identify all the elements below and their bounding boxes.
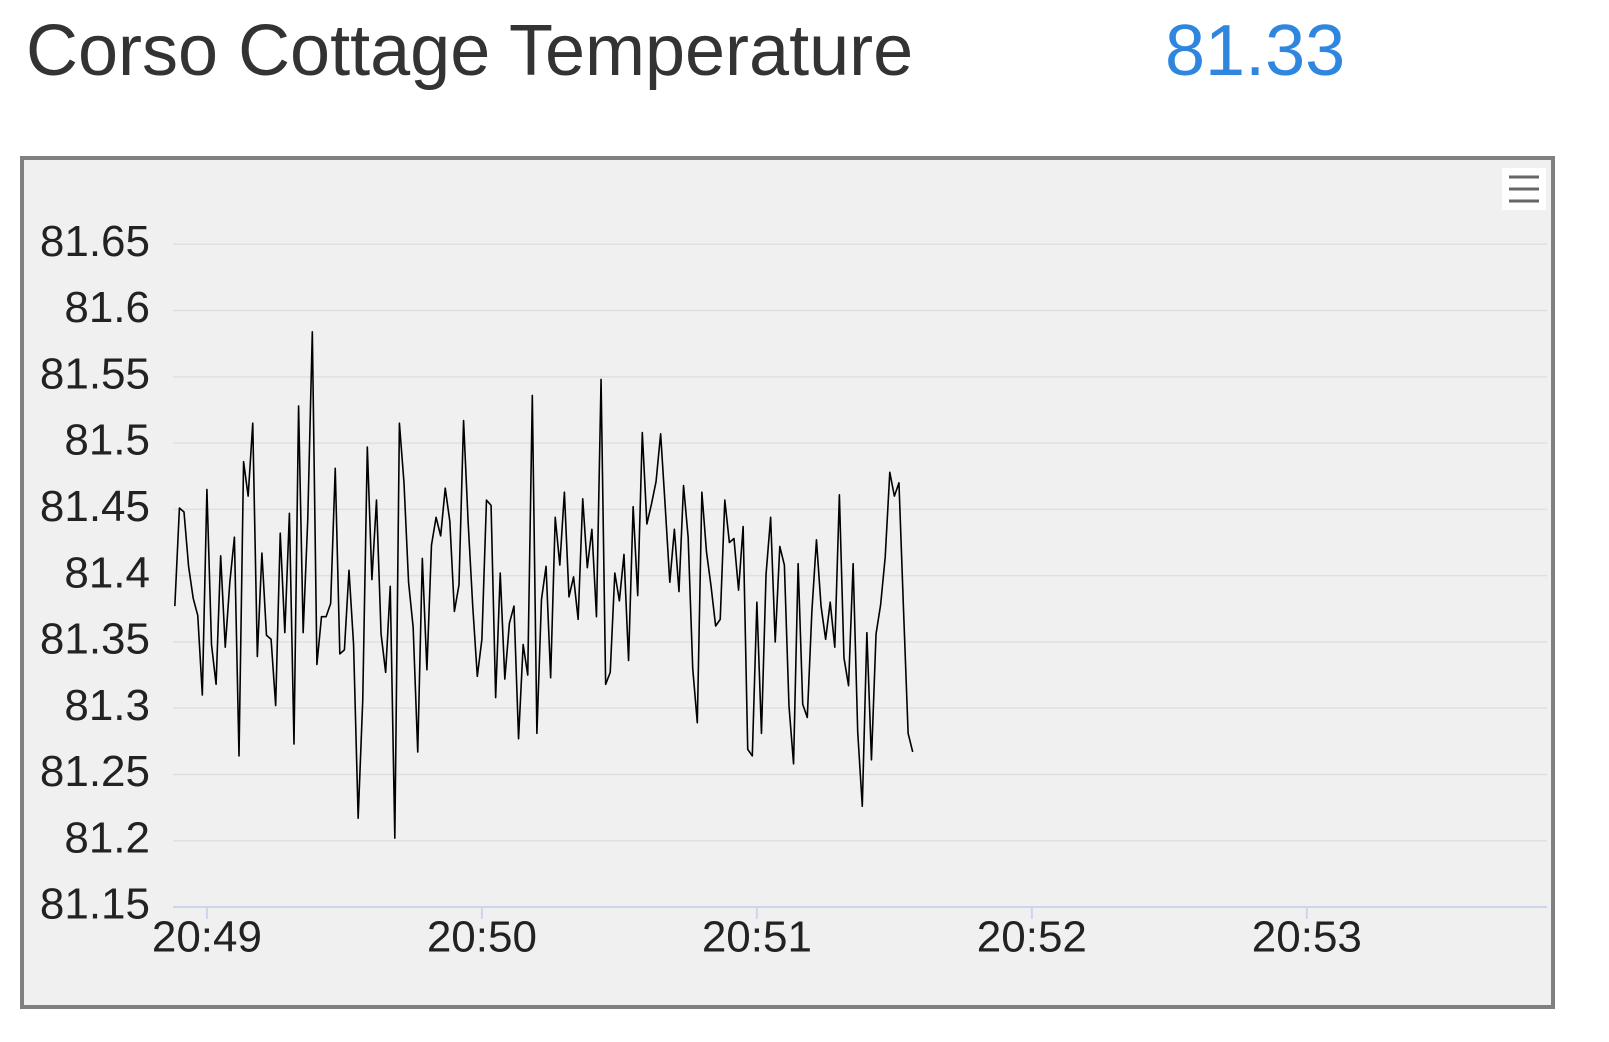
y-tick-label: 81.4 [64,548,150,597]
page-title: Corso Cottage Temperature [26,11,913,91]
y-tick-label: 81.6 [64,283,150,332]
y-tick-label: 81.45 [40,482,150,531]
y-tick-label: 81.5 [64,416,150,465]
y-tick-label: 81.65 [40,217,150,266]
x-tick-label: 20:52 [977,913,1087,962]
data-line [174,330,914,839]
y-tick-label: 81.2 [64,813,150,862]
x-tick-label: 20:50 [427,913,537,962]
y-tick-label: 81.15 [40,880,150,929]
y-tick-label: 81.55 [40,349,150,398]
x-tick-label: 20:53 [1252,913,1362,962]
chart-frame [20,156,1555,1009]
x-tick-label: 20:51 [702,913,812,962]
current-value: 81.33 [1165,11,1345,91]
y-tick-label: 81.35 [40,615,150,664]
y-tick-label: 81.25 [40,747,150,796]
menu-button[interactable] [1502,168,1546,210]
x-tick-label: 20:49 [152,913,262,962]
y-tick-label: 81.3 [64,681,150,730]
